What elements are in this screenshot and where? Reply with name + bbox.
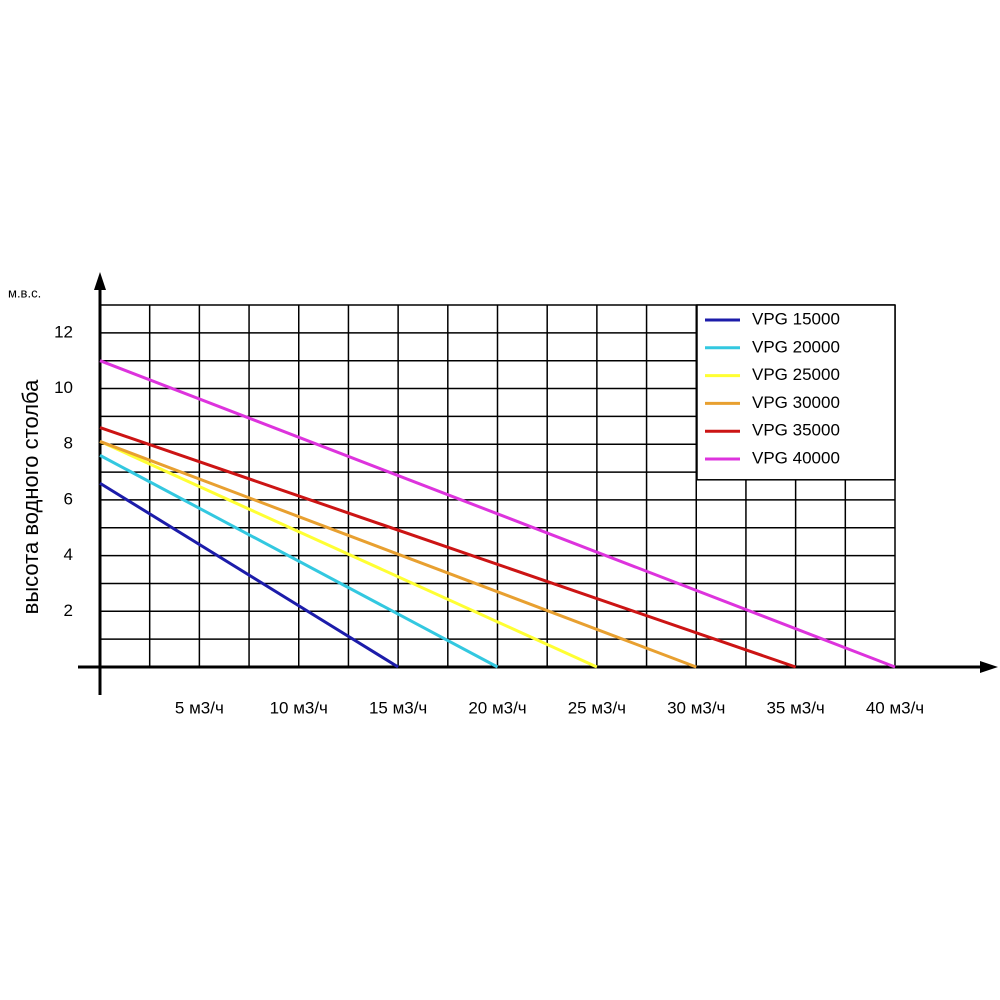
legend-label: VPG 40000 — [752, 448, 840, 467]
series-line — [99, 359, 896, 669]
series-line — [99, 454, 499, 669]
x-tick-label: 40 м3/ч — [866, 698, 924, 717]
y-tick-label: 4 — [64, 545, 73, 564]
series-line — [99, 481, 399, 669]
x-tick-label: 15 м3/ч — [369, 698, 427, 717]
series-line — [99, 426, 797, 669]
y-tick-label: 2 — [64, 601, 73, 620]
x-tick-label: 10 м3/ч — [270, 698, 328, 717]
x-tick-label: 30 м3/ч — [667, 698, 725, 717]
x-tick-label: 25 м3/ч — [568, 698, 626, 717]
y-axis-label: высота водного столба — [18, 379, 43, 614]
x-tick-label: 35 м3/ч — [766, 698, 824, 717]
series-line — [99, 440, 598, 669]
x-tick-label: 5 м3/ч — [175, 698, 224, 717]
unit-label: м.в.с. — [8, 285, 41, 300]
legend-label: VPG 15000 — [752, 309, 840, 328]
x-tick-label: 20 м3/ч — [468, 698, 526, 717]
legend-label: VPG 25000 — [752, 365, 840, 384]
legend-label: VPG 35000 — [752, 421, 840, 440]
y-tick-label: 10 — [54, 378, 73, 397]
legend-box — [696, 304, 896, 481]
y-axis-arrow — [94, 272, 106, 290]
y-tick-label: 6 — [64, 489, 73, 508]
y-tick-label: 8 — [64, 434, 73, 453]
y-tick-label: 12 — [54, 322, 73, 341]
legend-label: VPG 30000 — [752, 393, 840, 412]
series-line — [99, 440, 697, 669]
legend-label: VPG 20000 — [752, 337, 840, 356]
x-axis-arrow — [980, 661, 998, 673]
